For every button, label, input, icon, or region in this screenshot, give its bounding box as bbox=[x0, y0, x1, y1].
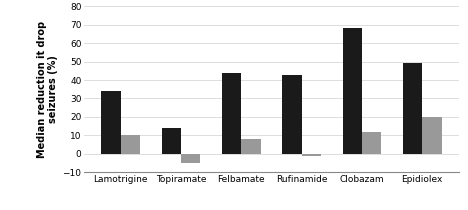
Bar bbox=[241, 139, 261, 154]
Bar bbox=[422, 117, 442, 154]
Bar bbox=[343, 28, 362, 154]
Bar bbox=[101, 91, 121, 154]
Bar bbox=[161, 128, 181, 154]
Bar bbox=[181, 154, 200, 163]
Bar bbox=[301, 154, 321, 156]
Bar bbox=[362, 132, 381, 154]
Bar bbox=[282, 75, 301, 154]
Bar bbox=[403, 63, 422, 154]
Bar bbox=[222, 73, 241, 154]
Y-axis label: Median reduction it drop
seizures (%): Median reduction it drop seizures (%) bbox=[37, 21, 58, 158]
Bar bbox=[121, 135, 140, 154]
